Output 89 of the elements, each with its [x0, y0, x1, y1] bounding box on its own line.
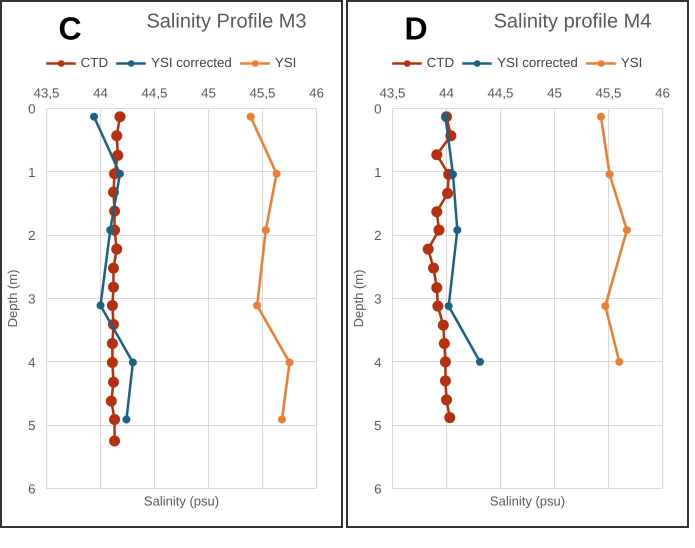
y-axis-title: Depth (m) — [351, 270, 366, 328]
point — [453, 226, 462, 234]
point — [606, 170, 614, 178]
x-tick-label: 43,5 — [380, 86, 406, 100]
text: D — [404, 10, 428, 46]
point — [116, 170, 124, 178]
y-tick-label: 2 — [374, 228, 382, 244]
x-tick-label: 46 — [655, 86, 670, 100]
point — [422, 244, 434, 255]
point — [112, 150, 124, 161]
x-tick-label: 44,5 — [488, 86, 514, 100]
point — [286, 358, 294, 366]
x-tick-label: 45 — [201, 86, 216, 100]
legend-label: YSI — [620, 55, 642, 70]
point — [106, 338, 118, 349]
point — [440, 356, 451, 368]
legend-label: YSI — [274, 55, 296, 70]
x-tick-label: 44,5 — [142, 86, 168, 100]
y-tick-label: 0 — [374, 102, 382, 116]
x-tick-label: 44 — [93, 86, 108, 100]
text: C — [58, 10, 82, 46]
point — [438, 320, 449, 331]
x-tick-label: 43,5 — [34, 86, 60, 100]
point — [438, 338, 450, 349]
point — [442, 188, 454, 199]
point — [432, 300, 444, 312]
point — [111, 130, 122, 142]
point — [431, 282, 442, 294]
point — [253, 301, 262, 310]
point — [428, 262, 440, 274]
point — [111, 244, 122, 255]
point — [106, 396, 117, 407]
point — [433, 224, 444, 236]
point — [96, 301, 104, 310]
point — [596, 112, 605, 121]
point — [109, 436, 120, 446]
point — [246, 112, 255, 121]
x-tick-label: 44 — [439, 86, 454, 100]
y-tick-label: 1 — [374, 164, 382, 180]
y-tick-label: 3 — [374, 292, 382, 306]
y-tick-label: 4 — [28, 354, 36, 370]
point — [128, 358, 137, 366]
y-tick-label: 6 — [28, 482, 36, 496]
point — [441, 394, 452, 406]
point — [431, 149, 442, 160]
y-tick-label: 5 — [374, 418, 382, 434]
point — [114, 111, 126, 122]
point — [448, 170, 457, 178]
y-tick-label: 6 — [374, 482, 382, 496]
point — [441, 112, 450, 121]
y-tick-label: 2 — [28, 228, 36, 244]
point — [601, 302, 610, 310]
point — [615, 358, 624, 366]
point — [122, 415, 130, 424]
point — [106, 226, 114, 234]
point — [109, 414, 120, 425]
x-tick-label: 45,5 — [596, 86, 622, 100]
point — [440, 375, 451, 386]
legend-label: CTD — [80, 55, 108, 70]
point — [262, 226, 270, 234]
legend-label: CTD — [426, 55, 454, 70]
point — [272, 170, 281, 178]
y-tick-label: 1 — [28, 164, 36, 180]
legend-label: YSI corrected — [151, 55, 232, 70]
chart-title: Salinity profile M4 — [494, 10, 652, 32]
point — [444, 302, 453, 310]
y-axis-title: Depth (m) — [5, 270, 20, 328]
y-tick-label: 0 — [28, 102, 36, 116]
point — [431, 206, 442, 218]
point — [108, 262, 119, 274]
y-tick-label: 3 — [28, 292, 36, 306]
point — [106, 300, 118, 311]
x-axis-title: Salinity (psu) — [144, 494, 220, 508]
point — [106, 356, 118, 368]
point — [90, 112, 98, 121]
y-tick-label: 5 — [28, 418, 36, 434]
point — [622, 226, 631, 234]
x-tick-label: 46 — [309, 86, 324, 100]
point — [108, 282, 119, 293]
point — [278, 415, 286, 424]
x-tick-label: 45 — [547, 86, 562, 100]
legend-label: YSI corrected — [497, 55, 578, 70]
x-axis-title: Salinity (psu) — [490, 494, 566, 508]
point — [108, 376, 119, 388]
y-tick-label: 4 — [374, 354, 382, 370]
point — [476, 358, 484, 366]
point — [444, 412, 456, 424]
x-tick-label: 45,5 — [250, 86, 276, 100]
chart-title: Salinity Profile M3 — [146, 10, 307, 32]
